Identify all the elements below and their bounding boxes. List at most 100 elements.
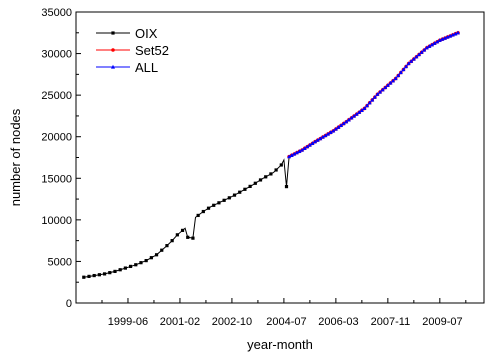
series-set52	[287, 30, 460, 159]
legend-item-oix: OIX	[96, 26, 158, 41]
series-all-point	[406, 61, 411, 66]
legend-label: ALL	[135, 60, 158, 75]
series-all-point	[388, 80, 393, 85]
series-all-point	[352, 113, 357, 118]
series-oix-point	[102, 272, 107, 276]
series-all-point	[292, 151, 297, 156]
series-oix	[82, 156, 290, 279]
y-tick-label: 15000	[41, 173, 72, 185]
series-oix-point	[149, 256, 153, 260]
series-all-point	[445, 34, 450, 39]
series-all-point	[443, 35, 448, 40]
x-tick-label: 2006-03	[318, 316, 358, 328]
series-all-point	[372, 94, 377, 99]
series-all-point	[362, 106, 367, 111]
series-all-point	[289, 153, 294, 157]
series-layer	[82, 30, 461, 279]
y-axis-title: number of nodes	[8, 108, 23, 206]
series-oix-point	[82, 275, 86, 279]
series-oix-point	[206, 206, 211, 210]
series-oix-point	[269, 172, 273, 176]
y-tick-label: 0	[66, 298, 72, 310]
series-oix-point	[92, 273, 96, 278]
series-all-point	[302, 146, 307, 150]
series-oix-line	[83, 156, 290, 278]
series-oix-point	[154, 253, 159, 257]
legend: OIX Set52 ALL	[96, 26, 169, 75]
series-oix-point	[108, 271, 112, 275]
series-all-point	[456, 30, 461, 35]
series-oix-point	[264, 175, 268, 179]
legend-item-set52: Set52	[96, 43, 169, 58]
series-oix-point	[186, 235, 190, 239]
series-oix-point	[196, 213, 200, 218]
series-all-point	[409, 59, 414, 63]
legend-item-all: ALL	[96, 60, 158, 75]
series-oix-point	[248, 184, 252, 188]
series-oix-point	[134, 263, 138, 267]
series-oix-point	[191, 236, 195, 240]
series-all-point	[344, 119, 349, 124]
series-all-point	[341, 121, 346, 126]
series-all-point	[313, 139, 318, 144]
series-set52-line	[288, 32, 459, 158]
series-oix-point	[170, 239, 174, 243]
y-tick-label: 20000	[41, 132, 72, 144]
series-all-point	[404, 64, 409, 69]
y-tick-label: 10000	[41, 215, 72, 227]
series-oix-point	[139, 261, 143, 265]
series-all-point	[411, 56, 416, 61]
series-all-point	[297, 149, 302, 153]
series-all-point	[427, 44, 432, 48]
series-oix-point	[227, 196, 231, 200]
series-oix-point	[97, 273, 101, 277]
series-oix-point	[279, 163, 283, 167]
series-all-point	[287, 154, 292, 159]
series-oix-point	[113, 269, 117, 274]
series-all-point	[424, 45, 429, 50]
series-all-point	[440, 36, 445, 41]
series-all-point	[450, 32, 455, 37]
series-all-point	[435, 39, 440, 44]
series-all-point	[320, 134, 325, 139]
y-tick-label: 35000	[41, 7, 72, 19]
series-all-point	[432, 41, 437, 45]
x-tick-label: 2001-02	[160, 316, 200, 328]
series-oix-point	[212, 203, 216, 207]
series-all-point	[365, 103, 370, 108]
series-oix-point	[232, 193, 237, 197]
series-all-point	[391, 78, 396, 83]
series-all-point	[294, 150, 299, 155]
series-oix-point	[123, 266, 127, 270]
series-all-point	[370, 97, 375, 102]
series-oix-point	[144, 258, 148, 263]
series-oix-point	[274, 168, 278, 172]
legend-label: Set52	[135, 43, 169, 58]
series-all-point	[323, 133, 328, 138]
legend-swatch-point	[111, 31, 115, 35]
series-all-point	[354, 111, 359, 116]
y-tick-label: 30000	[41, 49, 72, 61]
x-axis: 1999-06 2001-02 2002-10 2004-07 2006-03 2007-…	[75, 298, 467, 328]
series-all-point	[328, 130, 333, 135]
series-all	[287, 30, 461, 159]
series-all-point	[305, 144, 310, 149]
series-oix-point	[284, 185, 289, 189]
series-all-point	[430, 42, 435, 47]
x-tick-label: 2007-11	[371, 316, 411, 328]
legend-swatch-point	[111, 64, 115, 69]
series-oix-point	[238, 190, 242, 194]
series-all-point	[383, 85, 388, 90]
series-oix-point	[118, 268, 122, 272]
series-all-point	[349, 115, 354, 120]
series-all-point	[437, 38, 442, 42]
series-oix-point	[201, 209, 205, 214]
series-all-point	[307, 142, 312, 147]
series-oix-point	[217, 201, 221, 205]
series-all-point	[398, 70, 403, 75]
series-oix-point	[87, 274, 91, 278]
x-tick-label: 2009-07	[422, 316, 462, 328]
series-all-point	[385, 83, 390, 87]
series-oix-point	[243, 187, 247, 191]
